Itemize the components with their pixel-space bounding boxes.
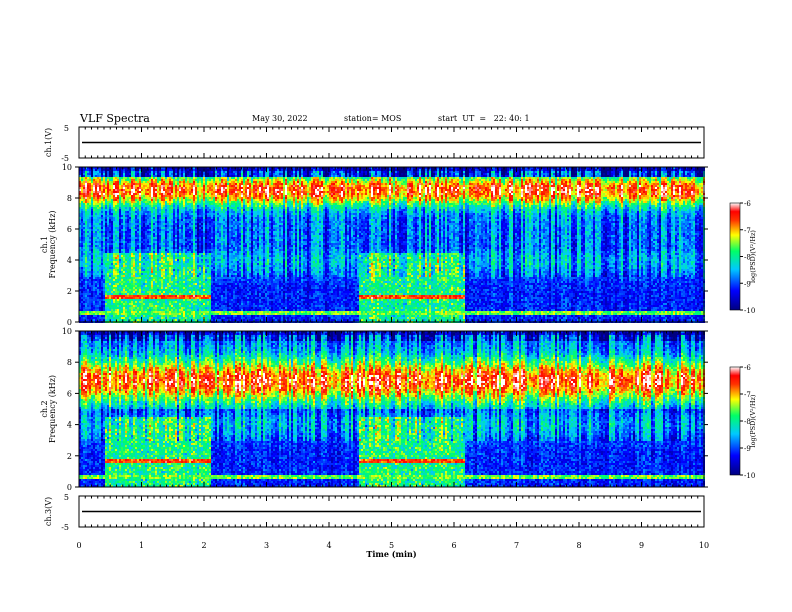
colorbar-label: log(PSD)(V²/Hz)	[749, 230, 757, 283]
x-tick-label: 9	[639, 541, 644, 550]
x-tick-label: 3	[264, 541, 269, 550]
x-tick-label: 2	[201, 541, 206, 550]
spectrogram-ch2-ytick-label: 2	[67, 452, 72, 461]
colorbar-gradient	[730, 203, 740, 310]
x-axis-label: Time (min)	[366, 549, 416, 559]
waveform-ch3: 5 -5 ch.3(V)	[44, 493, 704, 532]
x-tick-label: 10	[699, 541, 709, 550]
colorbar-tick-label: -6	[744, 200, 751, 208]
waveform-ch1: 5 -5 ch.1(V)	[44, 124, 704, 163]
waveform-ch3-ylabel: ch.3(V)	[44, 497, 53, 526]
x-tick-label: 7	[514, 541, 519, 550]
x-tick-label: 1	[139, 541, 144, 550]
spectrogram-ch2-ytick-label: 0	[67, 483, 72, 492]
colorbar-tick-label: -10	[744, 307, 755, 315]
waveform-ch1-ylabel: ch.1(V)	[44, 128, 53, 157]
waveform-ch3-tick-label: -5	[61, 523, 69, 532]
x-tick-label: 8	[576, 541, 581, 550]
spectrogram-ch1-ylabel: Frequency (kHz)	[48, 210, 57, 278]
colorbar-tick-label: -10	[744, 472, 755, 480]
spectrogram-ch1-ytick-label: 2	[67, 287, 72, 296]
spectrogram-ch2-ytick-label: 6	[67, 389, 72, 398]
x-tick-label: 4	[326, 541, 331, 550]
spectrogram-ch2-ytick-label: 10	[62, 327, 72, 336]
spectrogram-ch1-ytick-label: 10	[62, 163, 72, 172]
figure: 5-5ch.1(V)0246810ch.1 Frequency (kHz)-6-7…	[0, 0, 792, 612]
spectrogram-ch1-ytick-label: 8	[67, 194, 72, 203]
x-tick-label: 0	[76, 541, 81, 550]
waveform-ch3-tick-label: 5	[64, 493, 69, 502]
spectrogram-ch2-image	[79, 331, 705, 487]
colorbar-tick-label: -6	[744, 364, 751, 372]
spectrogram-ch1-image	[79, 167, 705, 323]
spectrogram-ch2-ytick-label: 4	[67, 421, 72, 430]
spectrogram-ch1-ytick-label: 4	[67, 256, 72, 265]
spectrogram-ch1-ytick-label: 6	[67, 225, 72, 234]
colorbar-label: log(PSD)(V²/Hz)	[749, 394, 757, 447]
colorbar-gradient	[730, 367, 740, 475]
waveform-ch1-tick-label: 5	[64, 124, 69, 133]
spectrogram-ch1-ytick-label: 0	[67, 318, 72, 327]
spectrogram-ch2-ylabel: Frequency (kHz)	[48, 375, 57, 443]
waveform-ch1-tick-label: -5	[61, 154, 69, 163]
x-tick-label: 6	[451, 541, 456, 550]
spectrogram-ch2-ytick-label: 8	[67, 358, 72, 367]
